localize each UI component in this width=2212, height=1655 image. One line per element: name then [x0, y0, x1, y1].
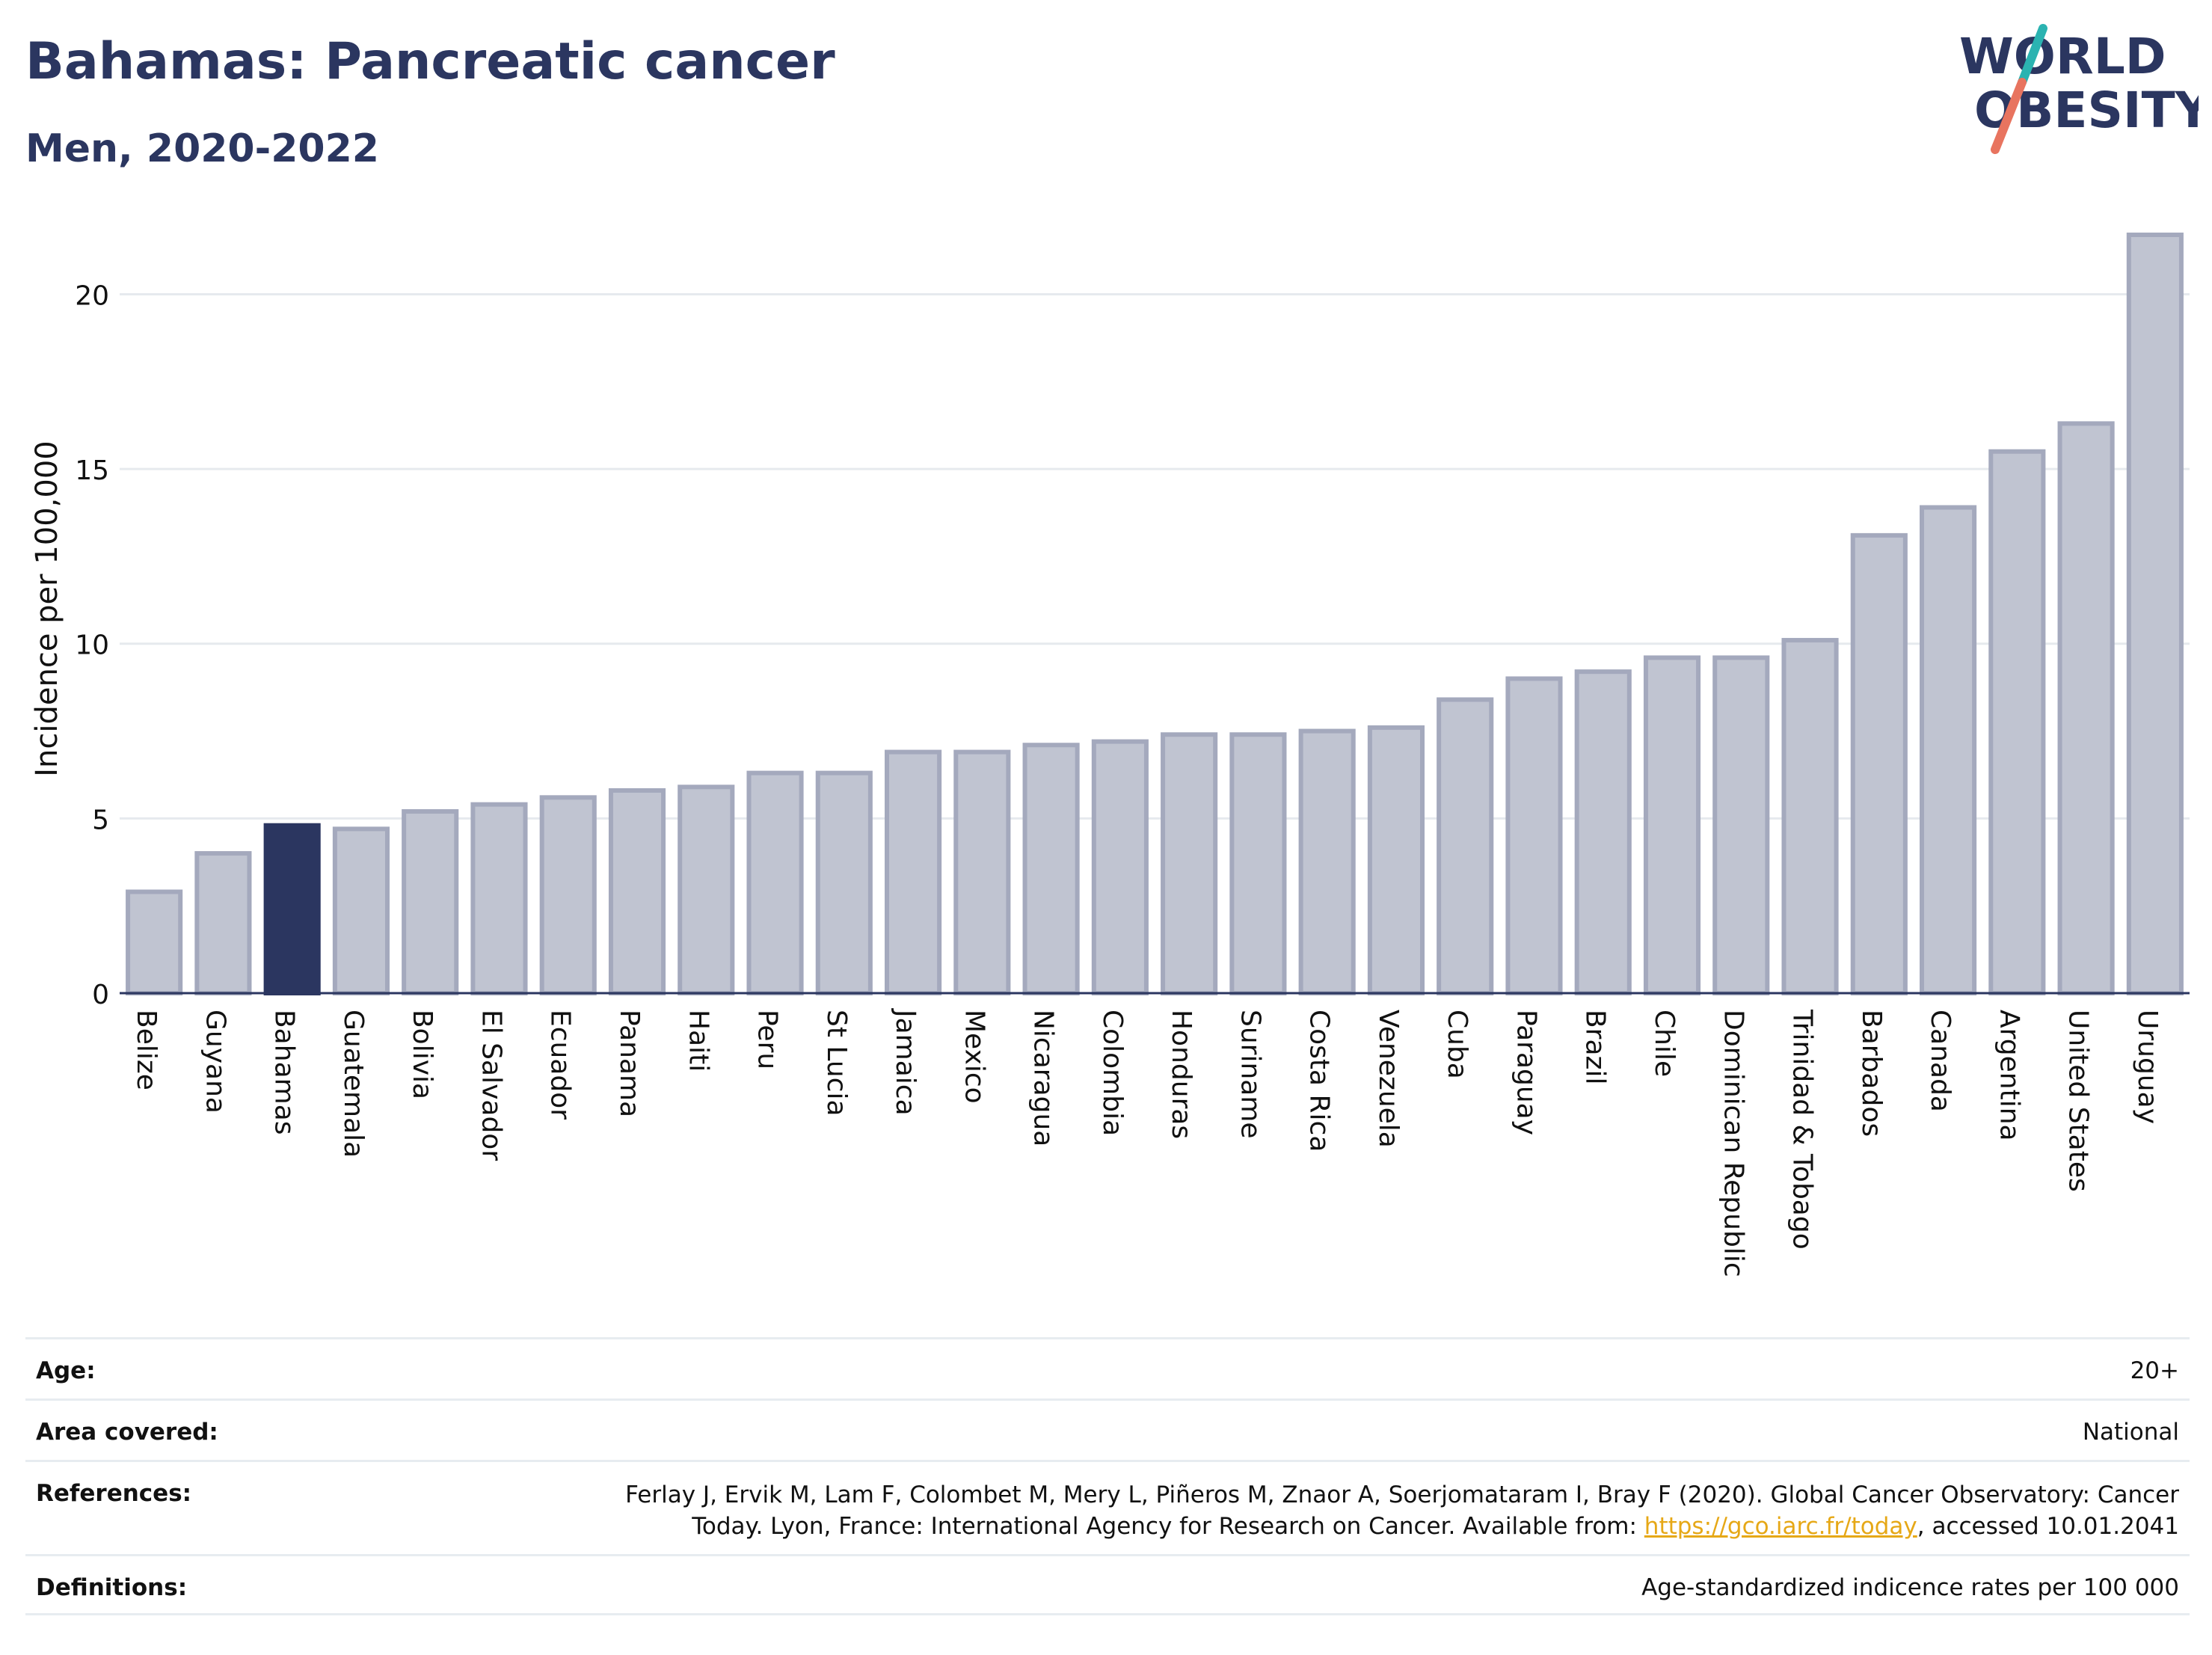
- x-tick-label: Chile: [1649, 1010, 1680, 1077]
- bar-argentina: [1988, 449, 2046, 995]
- y-axis-ticks: 0 5 10 15 20: [75, 280, 109, 1010]
- bar-uruguay: [2126, 233, 2184, 995]
- bar-panama: [608, 787, 666, 995]
- bar-costa-rica: [1298, 728, 1356, 996]
- x-tick-label: Guyana: [200, 1010, 230, 1114]
- x-tick-label: Suriname: [1235, 1010, 1265, 1139]
- y-axis-label: Incidence per 100,000: [30, 440, 64, 777]
- bar-st-lucia: [815, 770, 873, 995]
- bar-venezuela: [1367, 725, 1425, 995]
- bar-haiti: [678, 784, 735, 995]
- bar-barbados: [1850, 532, 1908, 995]
- bar-canada: [1920, 505, 1977, 995]
- x-tick-label: Mexico: [959, 1010, 989, 1104]
- bar-el-salvador: [470, 802, 528, 995]
- area-value: National: [2082, 1419, 2179, 1446]
- bar-nicaragua: [1022, 743, 1080, 996]
- logo-slash-top: [2018, 24, 2047, 87]
- bar-bolivia: [402, 809, 459, 995]
- gridlines: [120, 292, 2190, 820]
- x-tick-label: Venezuela: [1373, 1010, 1404, 1148]
- x-tick-label: Costa Rica: [1304, 1010, 1335, 1152]
- chart-title: Bahamas: Pancreatic cancer: [25, 32, 835, 91]
- bar-chile: [1643, 655, 1701, 995]
- info-row-area: Area covered: National: [25, 1398, 2190, 1460]
- logo-slash-bottom: [1991, 78, 2027, 154]
- chart-subtitle: Men, 2020-2022: [25, 126, 379, 171]
- y-tick-label: 0: [92, 980, 109, 1010]
- x-tick-label: Cuba: [1442, 1010, 1472, 1079]
- world-obesity-logo: WORLD OBESITY: [1959, 24, 2199, 154]
- references-label: References:: [36, 1480, 192, 1507]
- info-row-references: References: Ferlay J, Ervik M, Lam F, Co…: [25, 1460, 2190, 1554]
- bar-colombia: [1091, 739, 1149, 996]
- info-table: Age: 20+ Area covered: National Referenc…: [25, 1337, 2190, 1615]
- logo-line-1: WORLD: [1959, 28, 2166, 85]
- x-tick-label: Belize: [131, 1010, 162, 1090]
- x-tick-label: Trinidad & Tobago: [1787, 1009, 1818, 1250]
- y-tick-label: 20: [75, 280, 109, 311]
- age-value: 20+: [2130, 1357, 2179, 1384]
- bar-guyana: [194, 851, 252, 996]
- y-tick-label: 15: [75, 455, 109, 486]
- x-tick-label: Panama: [614, 1010, 645, 1117]
- bar-brazil: [1574, 669, 1632, 995]
- references-text: Ferlay J, Ervik M, Lam F, Colombet M, Me…: [624, 1480, 2179, 1543]
- x-tick-label: Haiti: [683, 1010, 713, 1072]
- x-tick-label: El Salvador: [476, 1010, 506, 1161]
- bar-honduras: [1161, 732, 1218, 996]
- age-label: Age:: [36, 1357, 96, 1384]
- x-tick-label: Uruguay: [2132, 1010, 2163, 1124]
- area-label: Area covered:: [36, 1419, 218, 1446]
- references-suffix: , accessed 10.01.2041: [1917, 1512, 2179, 1540]
- definitions-label: Definitions:: [36, 1574, 188, 1601]
- bar-chart: 0 5 10 15 20 Belize Guyana Bahamas Guatemala Bol…: [30, 233, 2190, 1277]
- references-link[interactable]: https://gco.iarc.fr/today: [1644, 1512, 1917, 1540]
- x-tick-label: Colombia: [1097, 1010, 1128, 1136]
- references-body: Ferlay J, Ervik M, Lam F, Colombet M, Me…: [625, 1481, 2179, 1540]
- bar-suriname: [1229, 732, 1287, 996]
- x-tick-label: Bahamas: [269, 1010, 300, 1135]
- bar-bahamas: [263, 823, 321, 996]
- x-tick-label: United States: [2063, 1010, 2094, 1192]
- x-tick-label: Ecuador: [545, 1010, 576, 1120]
- bar-dominican-republic: [1712, 655, 1770, 995]
- x-tick-label: Dominican Republic: [1718, 1010, 1748, 1277]
- bar-cuba: [1437, 697, 1494, 995]
- x-tick-label: Honduras: [1166, 1010, 1196, 1139]
- x-tick-label: Canada: [1925, 1010, 1956, 1112]
- x-tick-label: St Lucia: [821, 1010, 852, 1117]
- x-tick-label: Argentina: [1994, 1010, 2024, 1141]
- bar-mexico: [953, 749, 1011, 996]
- x-axis-ticks: Belize Guyana Bahamas Guatemala Bolivia El Sa…: [131, 1008, 2163, 1277]
- bar-paraguay: [1505, 676, 1563, 995]
- y-tick-label: 10: [75, 630, 109, 661]
- bar-peru: [746, 770, 804, 995]
- x-tick-label: Barbados: [1856, 1010, 1887, 1137]
- x-tick-label: Peru: [752, 1010, 783, 1069]
- x-tick-label: Jamaica: [890, 1008, 921, 1116]
- bar-united-states: [2057, 421, 2115, 995]
- bar-belize: [126, 889, 183, 996]
- y-tick-label: 5: [92, 805, 109, 835]
- x-tick-label: Nicaragua: [1028, 1010, 1059, 1146]
- x-tick-label: Brazil: [1580, 1010, 1611, 1084]
- info-row-age: Age: 20+: [25, 1337, 2190, 1398]
- x-tick-label: Guatemala: [338, 1010, 369, 1158]
- definitions-value: Age-standardized indicence rates per 100…: [1641, 1574, 2179, 1601]
- bar-ecuador: [539, 795, 597, 995]
- bar-guatemala: [332, 826, 390, 996]
- bar-jamaica: [885, 749, 942, 996]
- x-tick-label: Bolivia: [407, 1010, 437, 1099]
- info-row-definitions: Definitions: Age-standardized indicence …: [25, 1554, 2190, 1615]
- x-tick-label: Paraguay: [1511, 1010, 1541, 1135]
- bar-trinidad-tobago: [1781, 638, 1839, 996]
- bars: [126, 233, 2184, 996]
